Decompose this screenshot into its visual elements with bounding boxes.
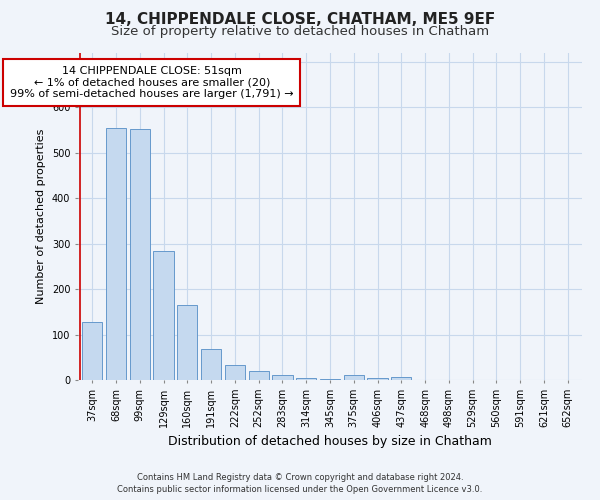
Bar	[272, 376, 293, 380]
Y-axis label: Number of detached properties: Number of detached properties	[37, 128, 46, 304]
Bar	[248, 372, 269, 380]
Text: 14, CHIPPENDALE CLOSE, CHATHAM, ME5 9EF: 14, CHIPPENDALE CLOSE, CHATHAM, ME5 9EF	[105, 12, 495, 28]
Bar	[82, 322, 103, 380]
Bar	[367, 378, 388, 380]
Bar	[391, 377, 412, 380]
Bar	[201, 349, 221, 380]
Bar	[154, 252, 173, 380]
Text: Size of property relative to detached houses in Chatham: Size of property relative to detached ho…	[111, 25, 489, 38]
Bar	[320, 378, 340, 380]
Bar	[177, 305, 197, 380]
Text: 14 CHIPPENDALE CLOSE: 51sqm
← 1% of detached houses are smaller (20)
99% of semi: 14 CHIPPENDALE CLOSE: 51sqm ← 1% of deta…	[10, 66, 293, 100]
Bar	[296, 378, 316, 380]
Bar	[344, 376, 364, 380]
X-axis label: Distribution of detached houses by size in Chatham: Distribution of detached houses by size …	[168, 436, 492, 448]
Bar	[106, 128, 126, 380]
Text: Contains HM Land Registry data © Crown copyright and database right 2024.
Contai: Contains HM Land Registry data © Crown c…	[118, 472, 482, 494]
Bar	[225, 366, 245, 380]
Bar	[130, 130, 150, 380]
